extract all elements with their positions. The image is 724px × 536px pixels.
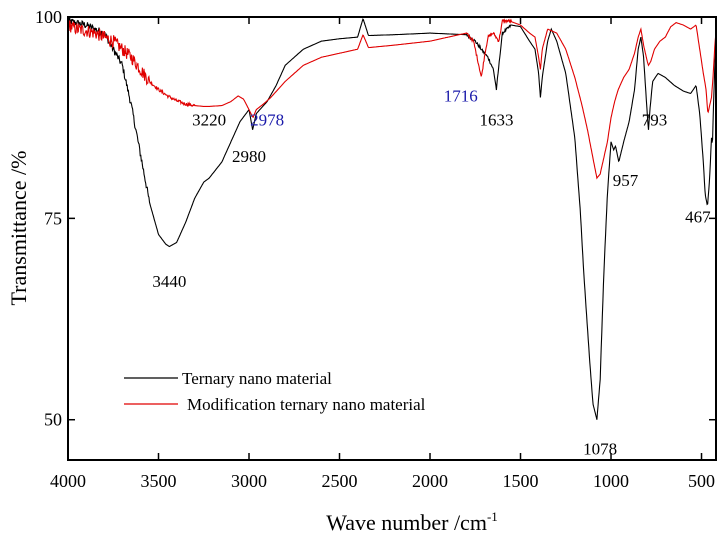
x-tick-label: 2000 bbox=[412, 471, 448, 491]
x-tick-label: 3500 bbox=[141, 471, 177, 491]
peak-label: 1716 bbox=[444, 87, 478, 106]
y-tick-label: 100 bbox=[35, 7, 62, 27]
y-tick-label: 75 bbox=[44, 208, 62, 228]
x-axis-title: Wave number /cm-1 bbox=[326, 509, 498, 535]
legend-label-modification: Modification ternary nano material bbox=[187, 395, 426, 414]
x-axis-title-superscript: -1 bbox=[487, 509, 498, 524]
series-line-1 bbox=[67, 17, 717, 420]
legend-label-ternary: Ternary nano material bbox=[182, 369, 332, 388]
peak-label: 3440 bbox=[152, 272, 186, 291]
x-tick-label: 500 bbox=[688, 471, 715, 491]
x-tick-label: 4000 bbox=[50, 471, 86, 491]
y-axis-title: Transmittance /% bbox=[6, 151, 31, 306]
legend: Ternary nano material Modification terna… bbox=[124, 369, 426, 414]
x-tick-label: 1000 bbox=[593, 471, 629, 491]
x-axis-title-main: Wave number /cm bbox=[326, 510, 487, 535]
x-tick-label: 3000 bbox=[231, 471, 267, 491]
peak-label: 957 bbox=[613, 171, 639, 190]
plot-frame bbox=[67, 16, 717, 461]
peak-label: 2980 bbox=[232, 147, 266, 166]
series-layer bbox=[67, 17, 717, 420]
x-tick-label: 2500 bbox=[322, 471, 358, 491]
peak-label: 1078 bbox=[583, 439, 617, 458]
y-tick-label: 50 bbox=[44, 410, 62, 430]
peak-label: 3220 bbox=[192, 111, 226, 130]
series-line-2 bbox=[67, 18, 717, 180]
x-tick-label: 1500 bbox=[503, 471, 539, 491]
peak-label: 2978 bbox=[250, 111, 284, 130]
peak-label: 1633 bbox=[479, 111, 513, 130]
axes-layer: 4000 3500 3000 2500 2000 1500 1000 500 50 75 100 bbox=[35, 7, 716, 491]
peak-label: 467 bbox=[685, 207, 711, 226]
peak-label: 793 bbox=[642, 111, 668, 130]
